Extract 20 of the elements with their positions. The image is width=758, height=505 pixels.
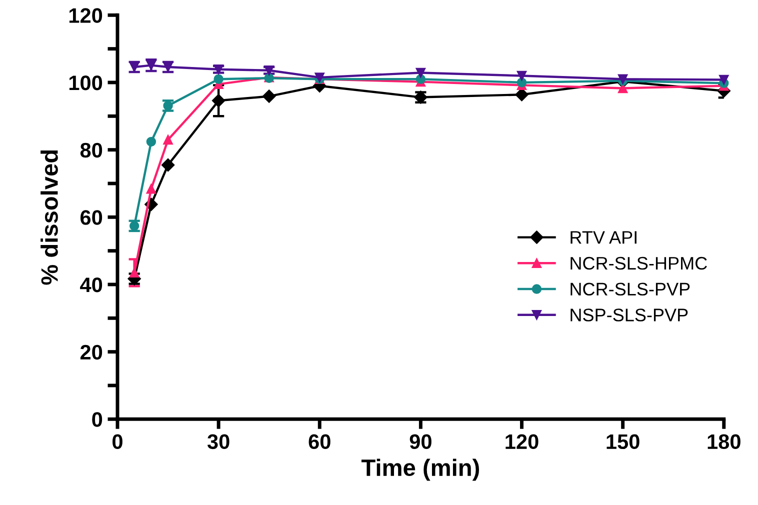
- x-tick-label: 0: [112, 434, 122, 450]
- legend-label: RTV API: [570, 231, 636, 244]
- x-tick-label: 120: [506, 434, 538, 450]
- x-tick-label: 90: [410, 434, 432, 450]
- legend-label: NCR-SLS-HPMC: [570, 256, 707, 270]
- x-axis-title: Time (min): [361, 458, 479, 481]
- x-tick-label: 60: [308, 434, 330, 450]
- y-axis-title: % dissolved: [40, 150, 58, 285]
- legend-label: NSP-SLS-PVP: [570, 308, 688, 322]
- y-tick-label: 80: [80, 142, 102, 158]
- x-tick-label: 30: [207, 434, 230, 450]
- x-tick-label: 180: [708, 434, 740, 450]
- legend-label: NCR-SLS-PVP: [570, 282, 690, 296]
- y-tick-label: 0: [92, 412, 102, 427]
- x-tick-label: 150: [606, 434, 640, 450]
- y-tick-label: 120: [69, 8, 102, 23]
- y-tick-label: 20: [80, 344, 102, 360]
- y-tick-label: 40: [80, 277, 102, 292]
- y-tick-label: 100: [69, 75, 102, 90]
- y-tick-label: 60: [80, 210, 102, 225]
